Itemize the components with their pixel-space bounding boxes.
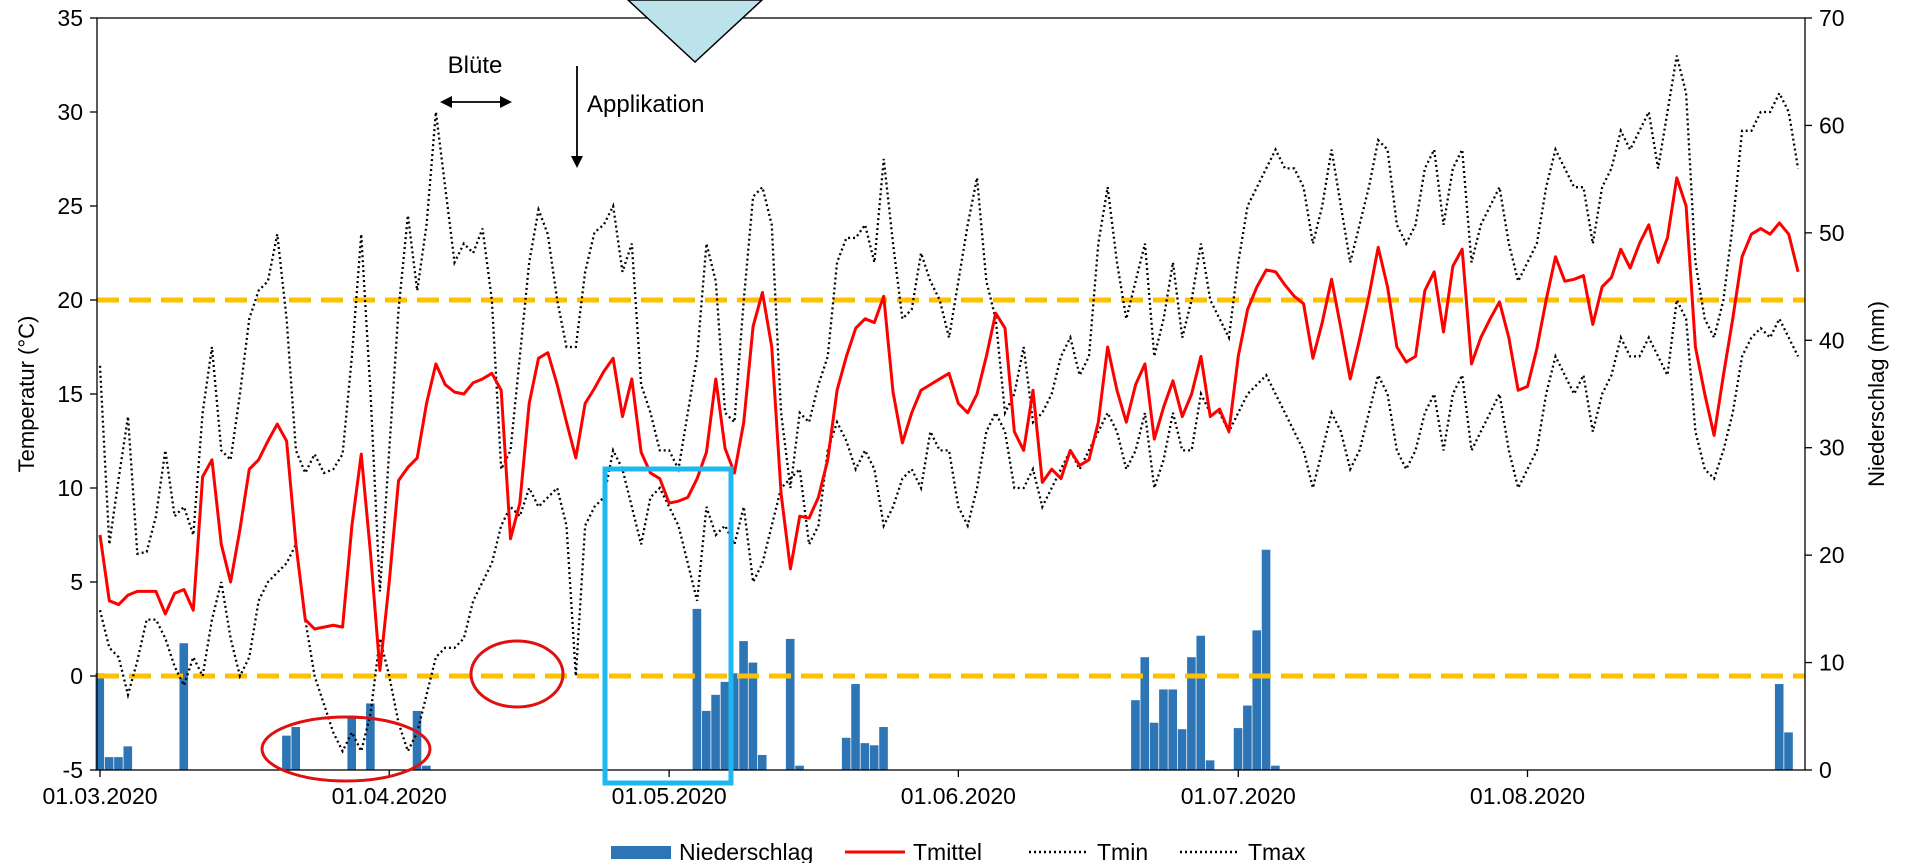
y-right-tick-label: 70 bbox=[1819, 5, 1845, 31]
highlight-red-ellipse-2 bbox=[469, 639, 565, 709]
x-tick-label: 01.03.2020 bbox=[42, 783, 157, 809]
bar-niederschlag-day-114 bbox=[1159, 689, 1168, 770]
series-line-tmax bbox=[98, 55, 1800, 592]
x-tick-label: 01.08.2020 bbox=[1470, 783, 1585, 809]
y-left-tick-label: 25 bbox=[57, 193, 83, 219]
x-tick-label: 01.05.2020 bbox=[612, 783, 727, 809]
y-left-tick-label: 5 bbox=[70, 569, 83, 595]
bar-niederschlag-day-126 bbox=[1271, 765, 1280, 770]
bar-niederschlag-day-82 bbox=[860, 743, 870, 770]
x-tick-label: 01.07.2020 bbox=[1181, 783, 1296, 809]
bar-niederschlag-day-66 bbox=[711, 694, 720, 770]
legend-label-niederschlag: Niederschlag bbox=[679, 839, 813, 863]
bar-niederschlag-day-180 bbox=[1774, 684, 1784, 770]
bars-layer bbox=[95, 549, 1793, 770]
y-left-tick-label: 30 bbox=[57, 99, 83, 125]
y-left-tick-label: 10 bbox=[57, 475, 83, 501]
bar-niederschlag-day-1 bbox=[104, 757, 114, 770]
series-line-tmittel bbox=[98, 176, 1800, 672]
bar-niederschlag-day-2 bbox=[114, 757, 123, 770]
bar-niederschlag-day-3 bbox=[123, 746, 133, 770]
y-axis-left-title: Temperatur (°C) bbox=[14, 316, 39, 473]
highlight-blue-box bbox=[602, 466, 734, 786]
bar-niederschlag-day-80 bbox=[841, 737, 851, 770]
bar-niederschlag-day-125 bbox=[1261, 549, 1271, 770]
bar-niederschlag-day-27 bbox=[347, 718, 357, 770]
threshold-layer bbox=[97, 297, 1805, 679]
bar-niederschlag-day-112 bbox=[1140, 657, 1150, 770]
legend-swatch-niederschlag bbox=[611, 846, 671, 859]
x-tick-label: 01.06.2020 bbox=[901, 783, 1016, 809]
bar-niederschlag-day-84 bbox=[879, 727, 888, 770]
annotation-applikation: Applikation bbox=[587, 91, 704, 118]
bar-niederschlag-day-123 bbox=[1243, 705, 1252, 770]
lines-layer bbox=[98, 55, 1800, 755]
bar-niederschlag-day-74 bbox=[785, 638, 795, 770]
bar-niederschlag-day-111 bbox=[1131, 700, 1140, 770]
legend-label-tmittel: Tmittel bbox=[913, 839, 982, 863]
y-left-tick-label: 35 bbox=[57, 5, 83, 31]
bar-niederschlag-day-122 bbox=[1233, 728, 1243, 770]
bar-niederschlag-day-71 bbox=[757, 754, 767, 770]
y-right-tick-label: 60 bbox=[1819, 112, 1845, 138]
y-right-tick-label: 20 bbox=[1819, 542, 1845, 568]
bar-niederschlag-day-124 bbox=[1252, 630, 1262, 770]
bar-niederschlag-day-21 bbox=[291, 727, 301, 770]
bar-niederschlag-day-67 bbox=[720, 681, 730, 770]
bar-niederschlag-day-64 bbox=[692, 608, 702, 770]
bar-niederschlag-day-29 bbox=[366, 703, 375, 770]
legend-label-tmin: Tmin bbox=[1097, 839, 1148, 863]
legend: Niederschlag Tmittel Tmin Tmax bbox=[611, 839, 1306, 865]
y-right-tick-label: 40 bbox=[1819, 327, 1845, 353]
bar-niederschlag-day-34 bbox=[412, 710, 422, 770]
y-right-tick-label: 50 bbox=[1819, 220, 1845, 246]
plot-frame bbox=[96, 17, 1806, 771]
bar-niederschlag-day-0 bbox=[95, 673, 105, 770]
y-right-tick-label: 30 bbox=[1819, 435, 1845, 461]
bar-niederschlag-day-81 bbox=[851, 684, 860, 770]
bar-niederschlag-day-75 bbox=[795, 765, 804, 770]
bar-niederschlag-day-68 bbox=[729, 673, 739, 770]
bar-niederschlag-day-113 bbox=[1149, 722, 1159, 770]
bar-niederschlag-day-9 bbox=[179, 643, 189, 770]
bar-niederschlag-day-35 bbox=[422, 765, 431, 770]
bar-niederschlag-day-20 bbox=[282, 735, 291, 770]
annotation-bluete-arrow bbox=[440, 96, 512, 108]
x-tick-label: 01.04.2020 bbox=[332, 783, 447, 809]
bar-niederschlag-day-116 bbox=[1177, 729, 1187, 770]
bar-niederschlag-day-83 bbox=[869, 745, 879, 770]
legend-label-tmax: Tmax bbox=[1248, 839, 1306, 863]
bar-niederschlag-day-119 bbox=[1205, 760, 1215, 770]
highlight-red-ellipse-1 bbox=[260, 715, 432, 783]
annotation-bluete: Blüte bbox=[448, 52, 503, 79]
bar-niederschlag-day-181 bbox=[1784, 732, 1793, 770]
y-right-tick-label: 0 bbox=[1819, 757, 1832, 783]
bar-niederschlag-day-117 bbox=[1187, 657, 1196, 770]
annotation-applikation-arrow bbox=[571, 66, 583, 168]
ticks-layer: -5 0 5 10 15 20 25 30 35 0 10 20 30 40 50 60 70 01.03.202… bbox=[42, 5, 1844, 809]
y-left-tick-label: -5 bbox=[63, 757, 83, 783]
y-left-tick-label: 0 bbox=[70, 663, 83, 689]
y-right-tick-label: 10 bbox=[1819, 650, 1845, 676]
bar-niederschlag-day-69 bbox=[739, 641, 748, 770]
bar-niederschlag-day-118 bbox=[1196, 635, 1206, 770]
bar-niederschlag-day-70 bbox=[748, 662, 758, 770]
y-axis-right-title: Niederschlag (mm) bbox=[1864, 301, 1889, 487]
series-line-tmin bbox=[98, 296, 1800, 755]
y-left-tick-label: 20 bbox=[57, 287, 83, 313]
y-left-tick-label: 15 bbox=[57, 381, 83, 407]
highlight-down-triangle bbox=[626, 0, 764, 64]
bar-niederschlag-day-65 bbox=[701, 710, 711, 770]
bar-niederschlag-day-115 bbox=[1168, 689, 1178, 770]
